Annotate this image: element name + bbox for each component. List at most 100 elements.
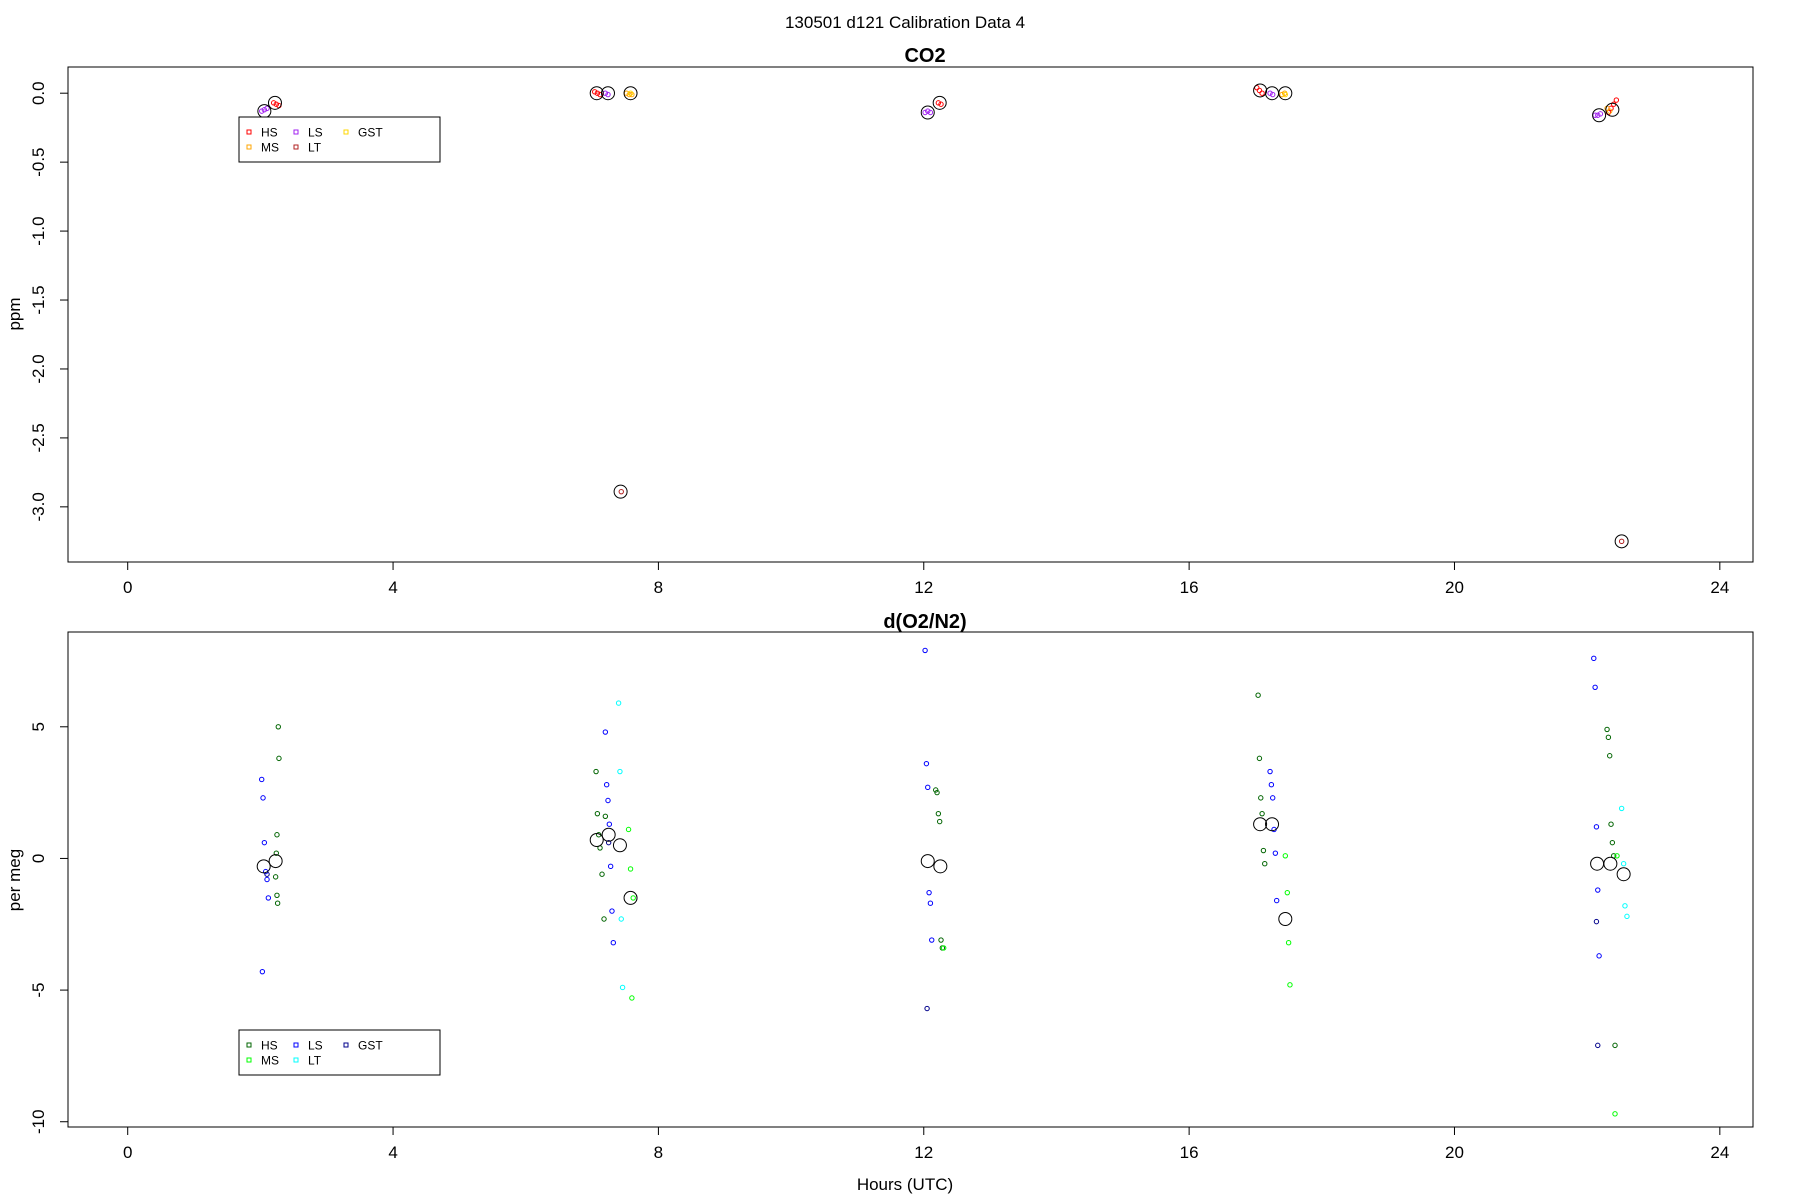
o2n2-point-lt <box>618 916 624 922</box>
o2n2-point-ls <box>605 797 611 804</box>
co2-y-tick-label: -3.0 <box>29 492 48 521</box>
o2n2-point-ls <box>1272 850 1279 856</box>
o2n2-point-ls <box>1592 684 1598 690</box>
o2n2-point-ls <box>929 937 935 943</box>
o2n2-point-ms <box>625 826 632 833</box>
co2-mean-marker <box>1278 86 1293 101</box>
o2n2-point-hs <box>1612 1042 1618 1049</box>
co2-point-ls <box>1267 90 1273 96</box>
o2n2-y-axis-label: per meg <box>5 849 24 911</box>
co2-mean-marker <box>1614 534 1629 549</box>
o2n2-mean-marker <box>920 854 935 869</box>
co2-legend-marker-gst <box>343 129 349 135</box>
o2n2-point-lt <box>619 984 626 991</box>
co2-legend-box <box>238 116 441 163</box>
o2n2-point-ls <box>926 889 932 896</box>
o2n2-point-hs <box>1605 734 1612 741</box>
o2n2-point-ls <box>1273 897 1280 904</box>
o2n2-x-axis-label: Hours (UTC) <box>857 1175 953 1194</box>
co2-mean-marker <box>932 95 947 110</box>
o2n2-point-gst <box>1595 1042 1601 1049</box>
o2n2-x-tick-label: 8 <box>654 1143 663 1162</box>
co2-point-gst <box>627 90 634 96</box>
o2n2-point-hs <box>938 937 944 943</box>
o2n2-panel: d(O2/N2) per meg Hours (UTC) 0 4 8 12 16 20 24… <box>5 611 1754 1194</box>
co2-point-hs <box>1613 97 1620 103</box>
co2-legend-marker-hs <box>246 129 252 135</box>
o2n2-point-hs <box>594 810 601 817</box>
o2n2-legend-marker-ls <box>293 1042 299 1048</box>
o2n2-point-ls <box>259 776 265 783</box>
o2n2-point-lt <box>1622 903 1628 909</box>
o2n2-point-hs <box>275 724 281 730</box>
co2-panel-title: CO2 <box>904 45 945 67</box>
co2-point-ls <box>922 109 928 116</box>
co2-point-ms <box>629 91 635 98</box>
o2n2-point-hs <box>274 832 280 838</box>
o2n2-mean-marker <box>1278 911 1293 926</box>
o2n2-x-tick-label: 12 <box>914 1143 933 1162</box>
co2-y-axis: 0.0 -0.5 -1.0 -1.5 -2.0 -2.5 -3.0 <box>29 81 69 521</box>
o2n2-point-hs <box>1262 861 1268 867</box>
o2n2-point-hs <box>1255 692 1261 698</box>
co2-legend-marker-ms <box>246 144 252 150</box>
co2-legend-marker-ls <box>293 129 299 135</box>
co2-point-hs <box>594 90 601 96</box>
co2-point-lt <box>1618 538 1625 545</box>
o2n2-point-hs <box>1604 726 1610 733</box>
o2n2-point-hs <box>273 850 280 856</box>
o2n2-mean-marker <box>268 854 283 869</box>
o2n2-point-hs <box>276 755 282 762</box>
o2n2-mean-marker <box>623 890 638 905</box>
o2n2-point-ls <box>606 821 613 827</box>
o2n2-point-gst <box>924 1005 930 1012</box>
o2n2-y-tick-label: -10 <box>29 1109 48 1134</box>
co2-panel: CO2 ppm 0 4 8 12 16 20 24 0.0 -0.5 -1.0 -1.5 -2.0 -… <box>5 45 1754 597</box>
co2-mean-marker <box>1592 108 1607 123</box>
o2n2-legend-box <box>238 1029 441 1076</box>
co2-point-hs <box>938 101 944 107</box>
o2n2-point-ls <box>264 876 270 883</box>
o2n2-point-ms <box>630 895 636 901</box>
o2n2-point-ms <box>1287 982 1293 988</box>
o2n2-point-hs <box>934 789 940 796</box>
co2-x-tick-label: 24 <box>1710 578 1729 597</box>
o2n2-legend-label-ms: MS <box>261 1054 279 1068</box>
o2n2-y-tick-label: -5 <box>29 983 48 998</box>
co2-legend-label-hs: HS <box>261 126 278 140</box>
co2-data-points <box>257 83 1629 549</box>
o2n2-point-lt <box>1620 861 1627 867</box>
co2-x-tick-label: 8 <box>654 578 663 597</box>
co2-legend-label-gst: GST <box>358 126 383 140</box>
co2-y-tick-label: 0.0 <box>29 81 48 105</box>
co2-legend-entries: HS LS GST MS LT <box>246 126 383 155</box>
co2-legend-marker-lt <box>293 144 299 150</box>
o2n2-legend-marker-gst <box>343 1042 349 1048</box>
o2n2-x-tick-label: 24 <box>1710 1143 1729 1162</box>
co2-point-hs <box>592 89 598 95</box>
o2n2-x-tick-label: 20 <box>1445 1143 1464 1162</box>
co2-point-gst <box>1282 91 1289 98</box>
o2n2-point-hs <box>936 818 943 825</box>
o2n2-legend-marker-hs <box>246 1042 252 1048</box>
o2n2-mean-marker <box>1590 856 1605 871</box>
o2n2-point-ls <box>610 939 617 946</box>
co2-y-tick-label: -1.0 <box>29 216 48 245</box>
o2n2-point-hs <box>1609 839 1616 846</box>
o2n2-x-tick-label: 0 <box>123 1143 132 1162</box>
o2n2-point-lt <box>617 768 623 775</box>
o2n2-mean-marker <box>933 859 948 874</box>
o2n2-point-ms <box>1282 853 1289 859</box>
o2n2-point-ls <box>1268 782 1275 788</box>
co2-mean-marker <box>589 86 604 101</box>
o2n2-mean-marker <box>612 838 627 853</box>
co2-point-ls <box>1597 111 1604 117</box>
co2-y-tick-label: -1.5 <box>29 285 48 314</box>
o2n2-legend-entries: HS LS GST MS LT <box>246 1039 383 1068</box>
o2n2-panel-title: d(O2/N2) <box>883 611 966 633</box>
o2n2-mean-marker <box>1616 867 1631 882</box>
co2-legend-label-ms: MS <box>261 141 279 155</box>
figure-title: 130501 d121 Calibration Data 4 <box>785 13 1025 32</box>
o2n2-point-hs <box>1256 755 1263 762</box>
